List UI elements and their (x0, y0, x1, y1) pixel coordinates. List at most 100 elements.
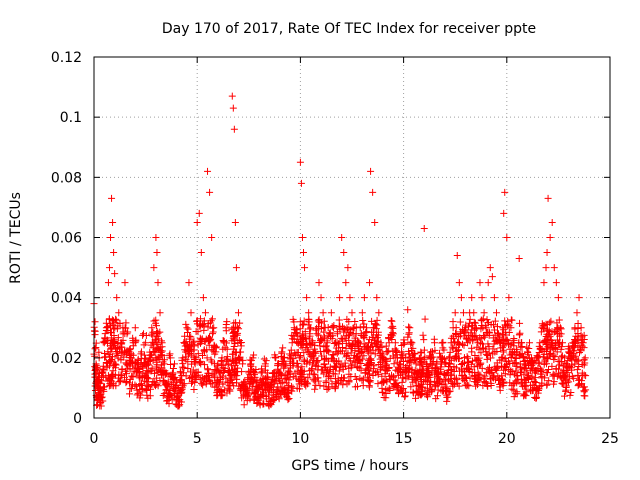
scatter-point-bg (455, 355, 463, 363)
scatter-point (137, 348, 145, 356)
scatter-point-bg (477, 359, 485, 367)
scatter-point-bg (366, 378, 374, 386)
scatter-point (387, 324, 395, 332)
scatter-point (373, 294, 381, 302)
scatter-point (125, 348, 133, 356)
scatter-point-bg (393, 382, 401, 390)
scatter-point-bg (260, 355, 268, 363)
scatter-point (420, 224, 428, 232)
scatter-point (544, 194, 552, 202)
scatter-point-bg (544, 331, 552, 339)
scatter-point-bg (387, 333, 395, 341)
scatter-point-bg (231, 340, 239, 348)
scatter-point-bg (300, 356, 308, 364)
scatter-point-bg (404, 333, 412, 341)
scatter-point (503, 234, 511, 241)
scatter-point (500, 209, 508, 217)
scatter-point-bg (495, 377, 503, 385)
scatter-point (229, 104, 237, 112)
scatter-point-bg (329, 332, 337, 340)
scatter-point-bg (169, 365, 177, 373)
scatter-point-bg (289, 315, 297, 323)
scatter-point-bg (472, 332, 480, 340)
scatter-point-bg (91, 331, 99, 339)
scatter-point (554, 294, 562, 302)
scatter-point-bg (184, 325, 192, 333)
scatter-point (464, 339, 472, 347)
scatter-point-bg (543, 360, 551, 368)
scatter-point-bg (304, 374, 312, 382)
scatter-point (379, 354, 387, 362)
scatter-point-bg (365, 370, 373, 378)
scatter-point (127, 354, 135, 362)
scatter-point (497, 339, 505, 347)
scatter-point-bg (385, 347, 393, 355)
scatter-point-bg (186, 332, 194, 340)
scatter-point-bg (388, 317, 396, 325)
scatter-point (371, 218, 379, 226)
scatter-point (482, 324, 490, 332)
scatter-point-bg (576, 345, 584, 353)
x-tick-label: 5 (193, 431, 202, 447)
scatter-point-bg (385, 384, 393, 392)
scatter-point (282, 360, 290, 368)
scatter-point-bg (501, 370, 509, 378)
scatter-point-bg (332, 344, 340, 352)
scatter-point-bg (483, 355, 491, 363)
scatter-point-bg (517, 375, 525, 383)
scatter-point-bg (171, 383, 179, 391)
scatter-point-bg (510, 393, 518, 401)
scatter-point-bg (311, 371, 319, 379)
scatter-point-bg (496, 383, 504, 391)
scatter-point (276, 369, 284, 377)
scatter-point-bg (424, 391, 432, 399)
scatter-point-bg (446, 387, 454, 395)
scatter-point (123, 330, 131, 338)
scatter-point (224, 360, 232, 368)
scatter-point-bg (460, 341, 468, 349)
scatter-point-bg (223, 318, 231, 326)
scatter-point-bg (357, 359, 365, 367)
scatter-point (111, 270, 119, 278)
scatter-point (270, 369, 278, 377)
scatter-point-bg (203, 365, 211, 373)
scatter-point-bg (198, 351, 206, 359)
scatter-point-bg (92, 344, 100, 352)
scatter-point-bg (487, 354, 495, 362)
scatter-point-bg (162, 370, 170, 378)
scatter-point-bg (204, 323, 212, 331)
scatter-point-bg (561, 392, 569, 400)
scatter-point-bg (446, 348, 454, 356)
scatter-point (160, 360, 168, 368)
scatter-point (431, 339, 439, 347)
scatter-point (102, 324, 110, 332)
scatter-point-bg (154, 329, 162, 337)
scatter-point-bg (514, 376, 522, 384)
scatter-point (298, 234, 306, 241)
scatter-point-bg (464, 354, 472, 362)
scatter-point (573, 309, 581, 317)
scatter-point-bg (518, 350, 526, 358)
scatter-point (284, 369, 292, 377)
scatter-point-bg (124, 347, 132, 355)
scatter-point (559, 339, 567, 347)
scatter-point (307, 324, 315, 332)
scatter-point-bg (156, 328, 164, 336)
scatter-point-bg (275, 375, 283, 383)
scatter-point-bg (544, 355, 552, 363)
scatter-point-bg (513, 388, 521, 396)
scatter-point-bg (437, 363, 445, 371)
scatter-point (488, 273, 496, 281)
scatter-point-bg (455, 339, 463, 347)
scatter-point-bg (125, 379, 133, 387)
scatter-point-bg (169, 375, 177, 383)
scatter-point (121, 279, 129, 287)
scatter-point-bg (93, 365, 101, 373)
scatter-point (385, 339, 393, 347)
y-tick-label: 0.12 (51, 50, 82, 66)
scatter-point-bg (357, 366, 365, 374)
scatter-point (367, 167, 375, 175)
scatter-point-bg (574, 320, 582, 328)
scatter-point-bg (238, 368, 246, 376)
scatter-point (340, 249, 348, 257)
